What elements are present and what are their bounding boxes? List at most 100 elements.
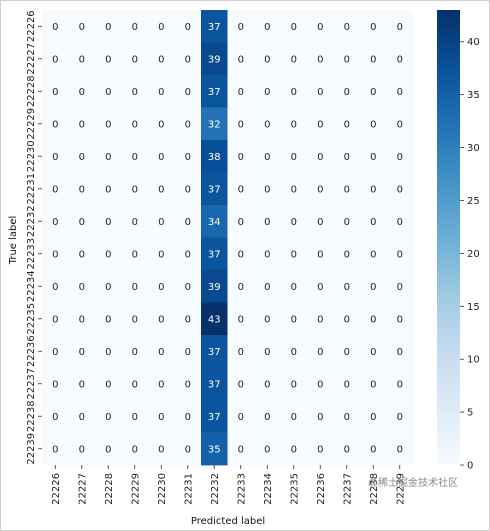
cell-value-label: 0 [397,22,403,33]
cell-value-label: 0 [132,87,138,98]
cell-value-label: 0 [52,282,58,293]
cell-value-label: 0 [370,184,376,195]
colorbar-tick-label: 20 [467,249,480,260]
cell-value-label: 0 [344,22,350,33]
heatmap-cell [386,10,414,43]
heatmap-cell [121,302,149,336]
x-tick-label: 22239 [395,473,406,505]
heatmap-cell [174,237,202,271]
cell-value-label: 0 [397,379,403,390]
cell-value-label: 0 [105,249,111,260]
cell-value-label: 0 [370,347,376,358]
cell-value-label: 0 [158,217,164,228]
cell-value-label: 0 [264,314,270,325]
cell-value-label: 0 [52,184,58,195]
heatmap-cell [307,432,334,466]
cell-value-label: 0 [238,152,244,163]
heatmap-cell [227,75,255,108]
heatmap-cell [121,432,149,466]
heatmap-cell [121,172,149,206]
cell-value-label: 0 [238,184,244,195]
heatmap-cell [121,107,149,141]
heatmap-cell [121,10,149,43]
heatmap-cell [201,107,228,141]
cell-value-label: 0 [52,314,58,325]
cell-value-label: 0 [238,314,244,325]
cell-value-label: 0 [397,444,403,455]
heatmap-cell [307,140,334,173]
heatmap-cell [95,75,122,108]
colorbar-tick-label: 40 [467,37,480,48]
heatmap-cell [360,75,387,108]
heatmap-cell [360,42,387,76]
cell-value-label: 0 [291,444,297,455]
cell-value-label: 0 [238,119,244,130]
cell-value-label: 0 [52,444,58,455]
heatmap-cell [386,367,414,401]
cell-value-label: 0 [132,379,138,390]
heatmap-cell [121,140,149,173]
heatmap-cell [280,400,308,433]
heatmap-cell [68,302,96,336]
heatmap-cell [42,400,69,433]
cell-value-label: 0 [344,217,350,228]
heatmap-cell [68,432,96,466]
cell-value-label: 37 [208,412,221,423]
cell-value-label: 0 [317,22,323,33]
heatmap-cell [307,10,334,43]
heatmap-cell [386,302,414,336]
y-tick-label: 22234 [26,270,37,302]
cell-value-label: 0 [52,217,58,228]
cell-value-label: 0 [397,217,403,228]
colorbar: 0 5 10 15 20 25 30 35 40 [437,10,480,472]
cell-value-label: 0 [185,314,191,325]
heatmap-cell [254,107,281,141]
cell-value-label: 0 [397,119,403,130]
cell-value-label: 0 [132,444,138,455]
heatmap-cell [254,367,281,401]
cell-value-label: 0 [344,54,350,65]
heatmap-cell [42,172,69,206]
heatmap-cell [201,400,228,433]
heatmap-cell [201,42,228,76]
heatmap-cell [148,335,175,368]
y-tick-label: 22235 [26,303,37,335]
heatmap-cell [174,75,202,108]
cell-value-label: 0 [238,87,244,98]
heatmap-cell [148,302,175,336]
cell-value-label: 0 [397,314,403,325]
heatmap-cell [386,107,414,141]
cell-value-label: 0 [238,347,244,358]
y-axis-ticks: 2222622227222282222922230222312223222233… [26,10,42,465]
heatmap-cell [95,140,122,173]
heatmap-cell [42,10,69,43]
cell-value-label: 0 [158,152,164,163]
cell-value-label: 0 [291,379,297,390]
heatmap-cell [201,335,228,368]
heatmap-cell [227,432,255,466]
watermark: @稀土掘金技术社区 [368,476,458,489]
heatmap-cells [42,10,414,466]
cell-value-label: 0 [344,347,350,358]
cell-value-label: 0 [317,87,323,98]
heatmap-cell [360,400,387,433]
heatmap-cell [280,10,308,43]
x-tick-label: 22229 [130,473,141,505]
heatmap-cell [121,400,149,433]
cell-value-label: 0 [185,282,191,293]
heatmap-cell [201,367,228,401]
heatmap-cell [227,237,255,271]
heatmap-cell [360,432,387,466]
heatmap-cell [386,335,414,368]
cell-value-label: 0 [344,152,350,163]
heatmap-cell [307,172,334,206]
cell-value-label: 35 [208,444,221,455]
heatmap-cell [174,335,202,368]
heatmap-cell [386,42,414,76]
heatmap-cell [68,140,96,173]
cell-value-label: 0 [105,314,111,325]
colorbar-tick-label: 0 [467,461,473,472]
cell-value-label: 0 [52,119,58,130]
heatmap-cell [360,10,387,43]
heatmap-cell [307,205,334,238]
